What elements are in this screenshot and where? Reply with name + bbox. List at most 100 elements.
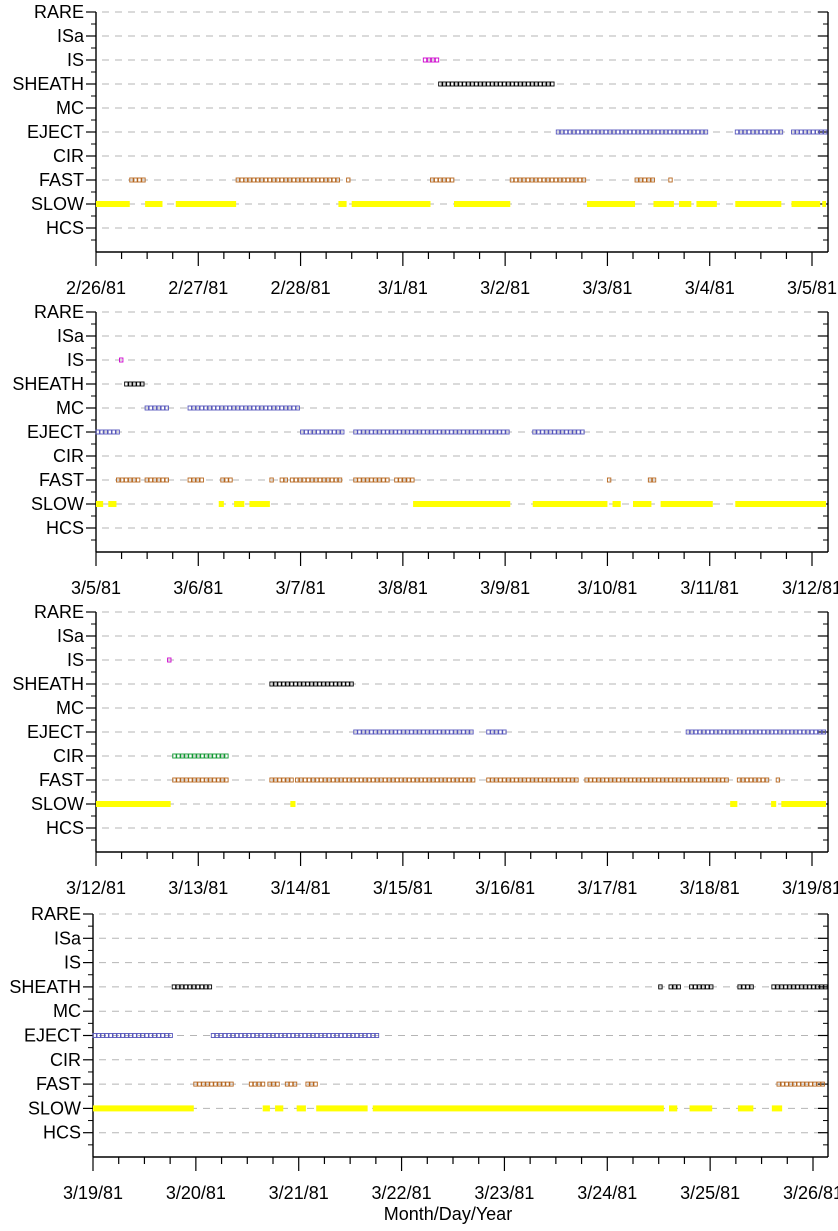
y-tick-label-fast: FAST [39, 170, 84, 190]
interval-box [287, 177, 292, 183]
interval-box [361, 729, 366, 735]
interval-box [413, 429, 418, 435]
interval-box [550, 777, 555, 783]
interval-box [358, 1033, 364, 1038]
interval-box [701, 984, 706, 990]
interval-slow [413, 501, 511, 507]
interval-box [299, 177, 304, 183]
interval-box [180, 753, 185, 759]
interval-fast [606, 477, 612, 483]
interval-box [529, 177, 535, 183]
interval-box [315, 177, 320, 183]
interval-box [580, 429, 585, 435]
x-tick-label: 3/25/81 [680, 1183, 740, 1203]
interval-box [655, 129, 661, 135]
interval-eject [95, 429, 120, 435]
interval-box [429, 729, 434, 735]
interval-box [514, 777, 519, 783]
interval-box [463, 777, 468, 783]
interval-box [756, 777, 762, 783]
interval-box [259, 405, 264, 411]
interval-box [667, 129, 673, 135]
interval-slow [338, 201, 347, 207]
interval-box [207, 984, 213, 990]
interval-box [208, 777, 213, 783]
interval-box [393, 429, 398, 435]
interval-fast [634, 177, 655, 183]
interval-box [307, 777, 312, 783]
interval-box [658, 984, 663, 990]
interval-box [212, 753, 217, 759]
interval-box [298, 1033, 304, 1038]
interval-box [251, 405, 256, 411]
x-tick-label: 3/14/81 [271, 878, 331, 898]
interval-box [354, 1033, 360, 1038]
interval-box [263, 177, 268, 183]
interval-slow [696, 201, 717, 207]
interval-box [555, 129, 561, 135]
interval-box [518, 81, 523, 87]
interval-box [99, 429, 104, 435]
interval-box [540, 429, 545, 435]
interval-box [506, 81, 511, 87]
interval-box [631, 129, 637, 135]
interval-box [438, 81, 443, 87]
interval-box [775, 777, 781, 783]
interval-box [327, 177, 332, 183]
y-tick-label-rare: RARE [34, 2, 84, 22]
interval-box [638, 177, 643, 183]
interval-box [430, 57, 436, 63]
interval-slow [234, 501, 245, 507]
interval-box [242, 1033, 248, 1038]
interval-box [355, 777, 360, 783]
interval-box [271, 1081, 276, 1087]
interval-fast [776, 1081, 825, 1087]
interval-box [457, 729, 462, 735]
interval-box [415, 777, 420, 783]
x-tick-label: 3/22/81 [372, 1183, 432, 1203]
interval-box [477, 429, 482, 435]
interval-box [553, 177, 559, 183]
interval-box [195, 984, 201, 990]
interval-box [199, 405, 204, 411]
y-tick-label-fast: FAST [39, 770, 84, 790]
interval-box [748, 777, 754, 783]
interval-box [498, 81, 503, 87]
interval-box [699, 129, 705, 135]
interval-box [672, 984, 677, 990]
interval-box [312, 429, 317, 435]
interval-box [321, 477, 327, 483]
interval-slow [108, 501, 117, 507]
interval-box [295, 177, 300, 183]
interval-slow [737, 1105, 754, 1112]
interval-box [192, 753, 197, 759]
interval-box [558, 777, 563, 783]
interval-box [279, 477, 284, 483]
interval-box [357, 729, 362, 735]
interval-box [573, 177, 579, 183]
interval-box [229, 1081, 234, 1087]
y-tick-label-cir: CIR [53, 446, 84, 466]
interval-box [451, 777, 456, 783]
interval-box [534, 81, 539, 87]
interval-box [120, 477, 125, 483]
interval-box [258, 1033, 264, 1038]
interval-box [341, 681, 346, 687]
interval-box [684, 777, 689, 783]
y-tick-label-mc: MC [56, 398, 84, 418]
interval-box [792, 1081, 797, 1087]
interval-box [656, 777, 661, 783]
interval-fast [116, 477, 141, 483]
interval-slow [96, 201, 130, 207]
interval-box [819, 129, 824, 135]
interval-box [705, 729, 711, 735]
interval-box [311, 177, 316, 183]
x-tick-label: 3/11/81 [680, 578, 739, 598]
interval-box [246, 1033, 252, 1038]
interval-box [397, 729, 402, 735]
interval-box [461, 429, 466, 435]
interval-eject [486, 729, 507, 735]
interval-box [124, 381, 129, 387]
interval-box [285, 777, 290, 783]
interval-box [729, 729, 735, 735]
